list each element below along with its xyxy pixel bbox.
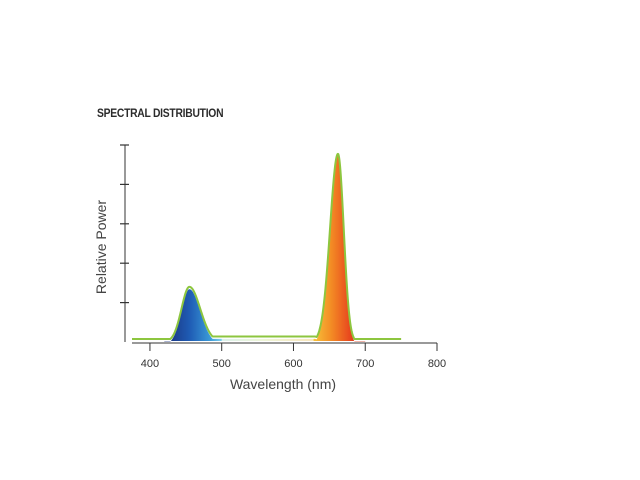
chart-title: SPECTRAL DISTRIBUTION: [97, 106, 224, 120]
red-peak-fill: [313, 156, 366, 342]
spectrum-outline: [131, 152, 402, 341]
y-axis-label: Relative Power: [93, 200, 109, 294]
x-tick-label: 800: [428, 358, 446, 370]
x-axis-label: Wavelength (nm): [230, 376, 336, 392]
x-tick-label: 400: [141, 358, 159, 370]
x-tick-label: 700: [356, 358, 374, 370]
x-tick-label: 500: [213, 358, 231, 370]
x-tick-label: 600: [284, 358, 302, 370]
blue-peak-fill: [164, 289, 222, 342]
